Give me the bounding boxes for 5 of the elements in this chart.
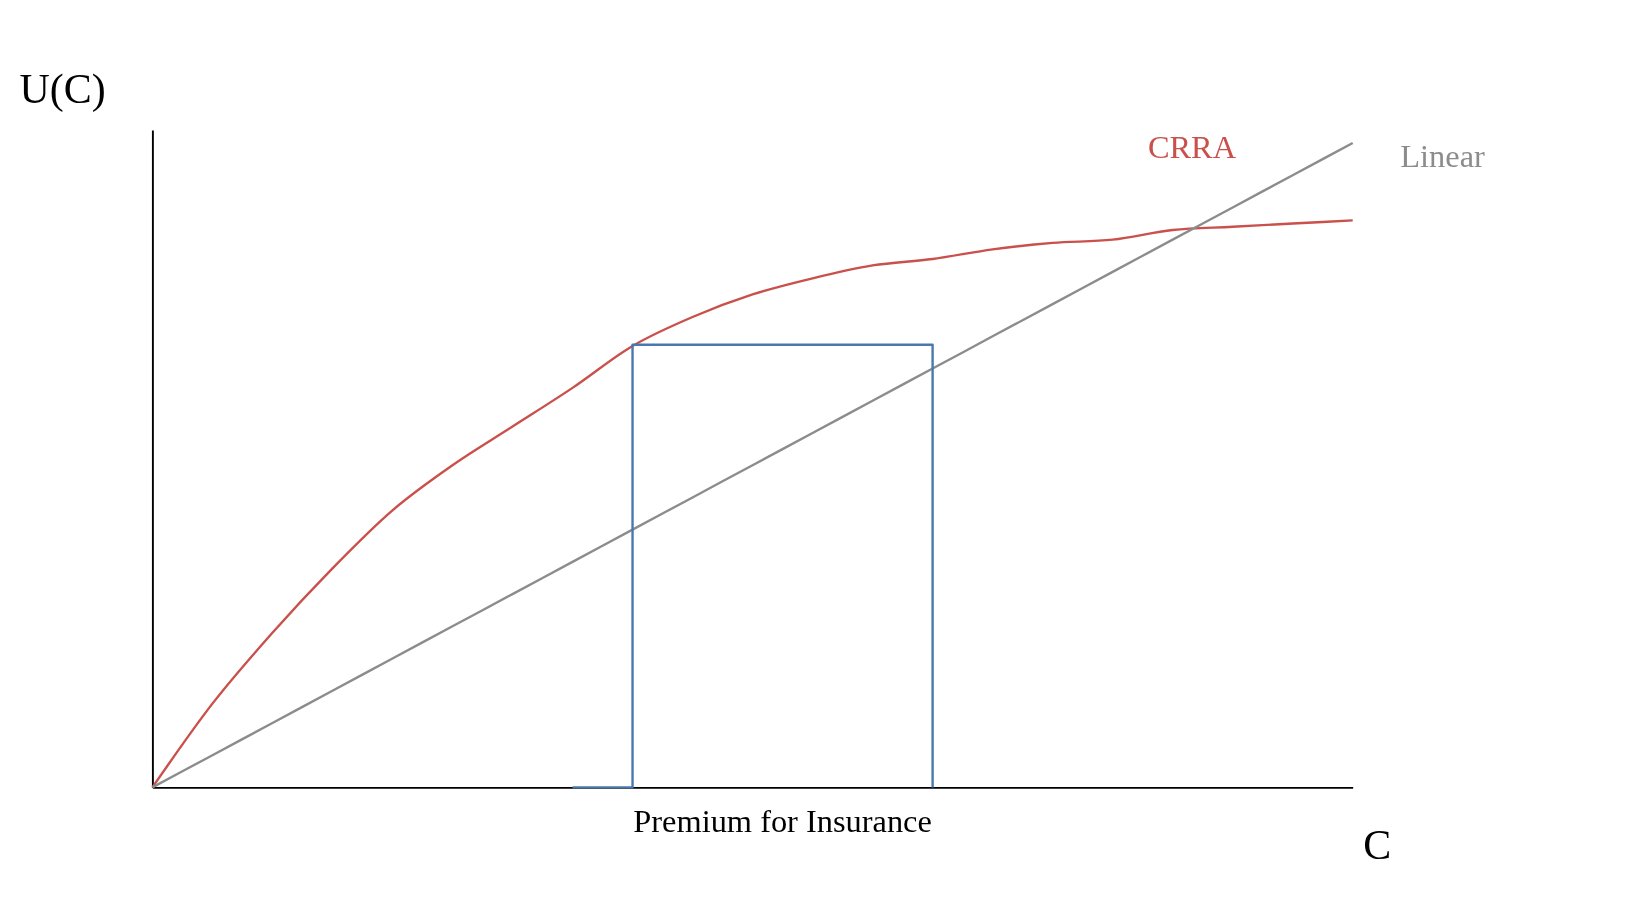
series-label: Linear — [1400, 137, 1486, 174]
y-axis-title: U(C) — [19, 65, 106, 113]
x-axis-title: C — [1363, 822, 1392, 869]
series-label: CRRA — [1147, 129, 1237, 166]
text: Premium for Insurance — [633, 803, 932, 840]
